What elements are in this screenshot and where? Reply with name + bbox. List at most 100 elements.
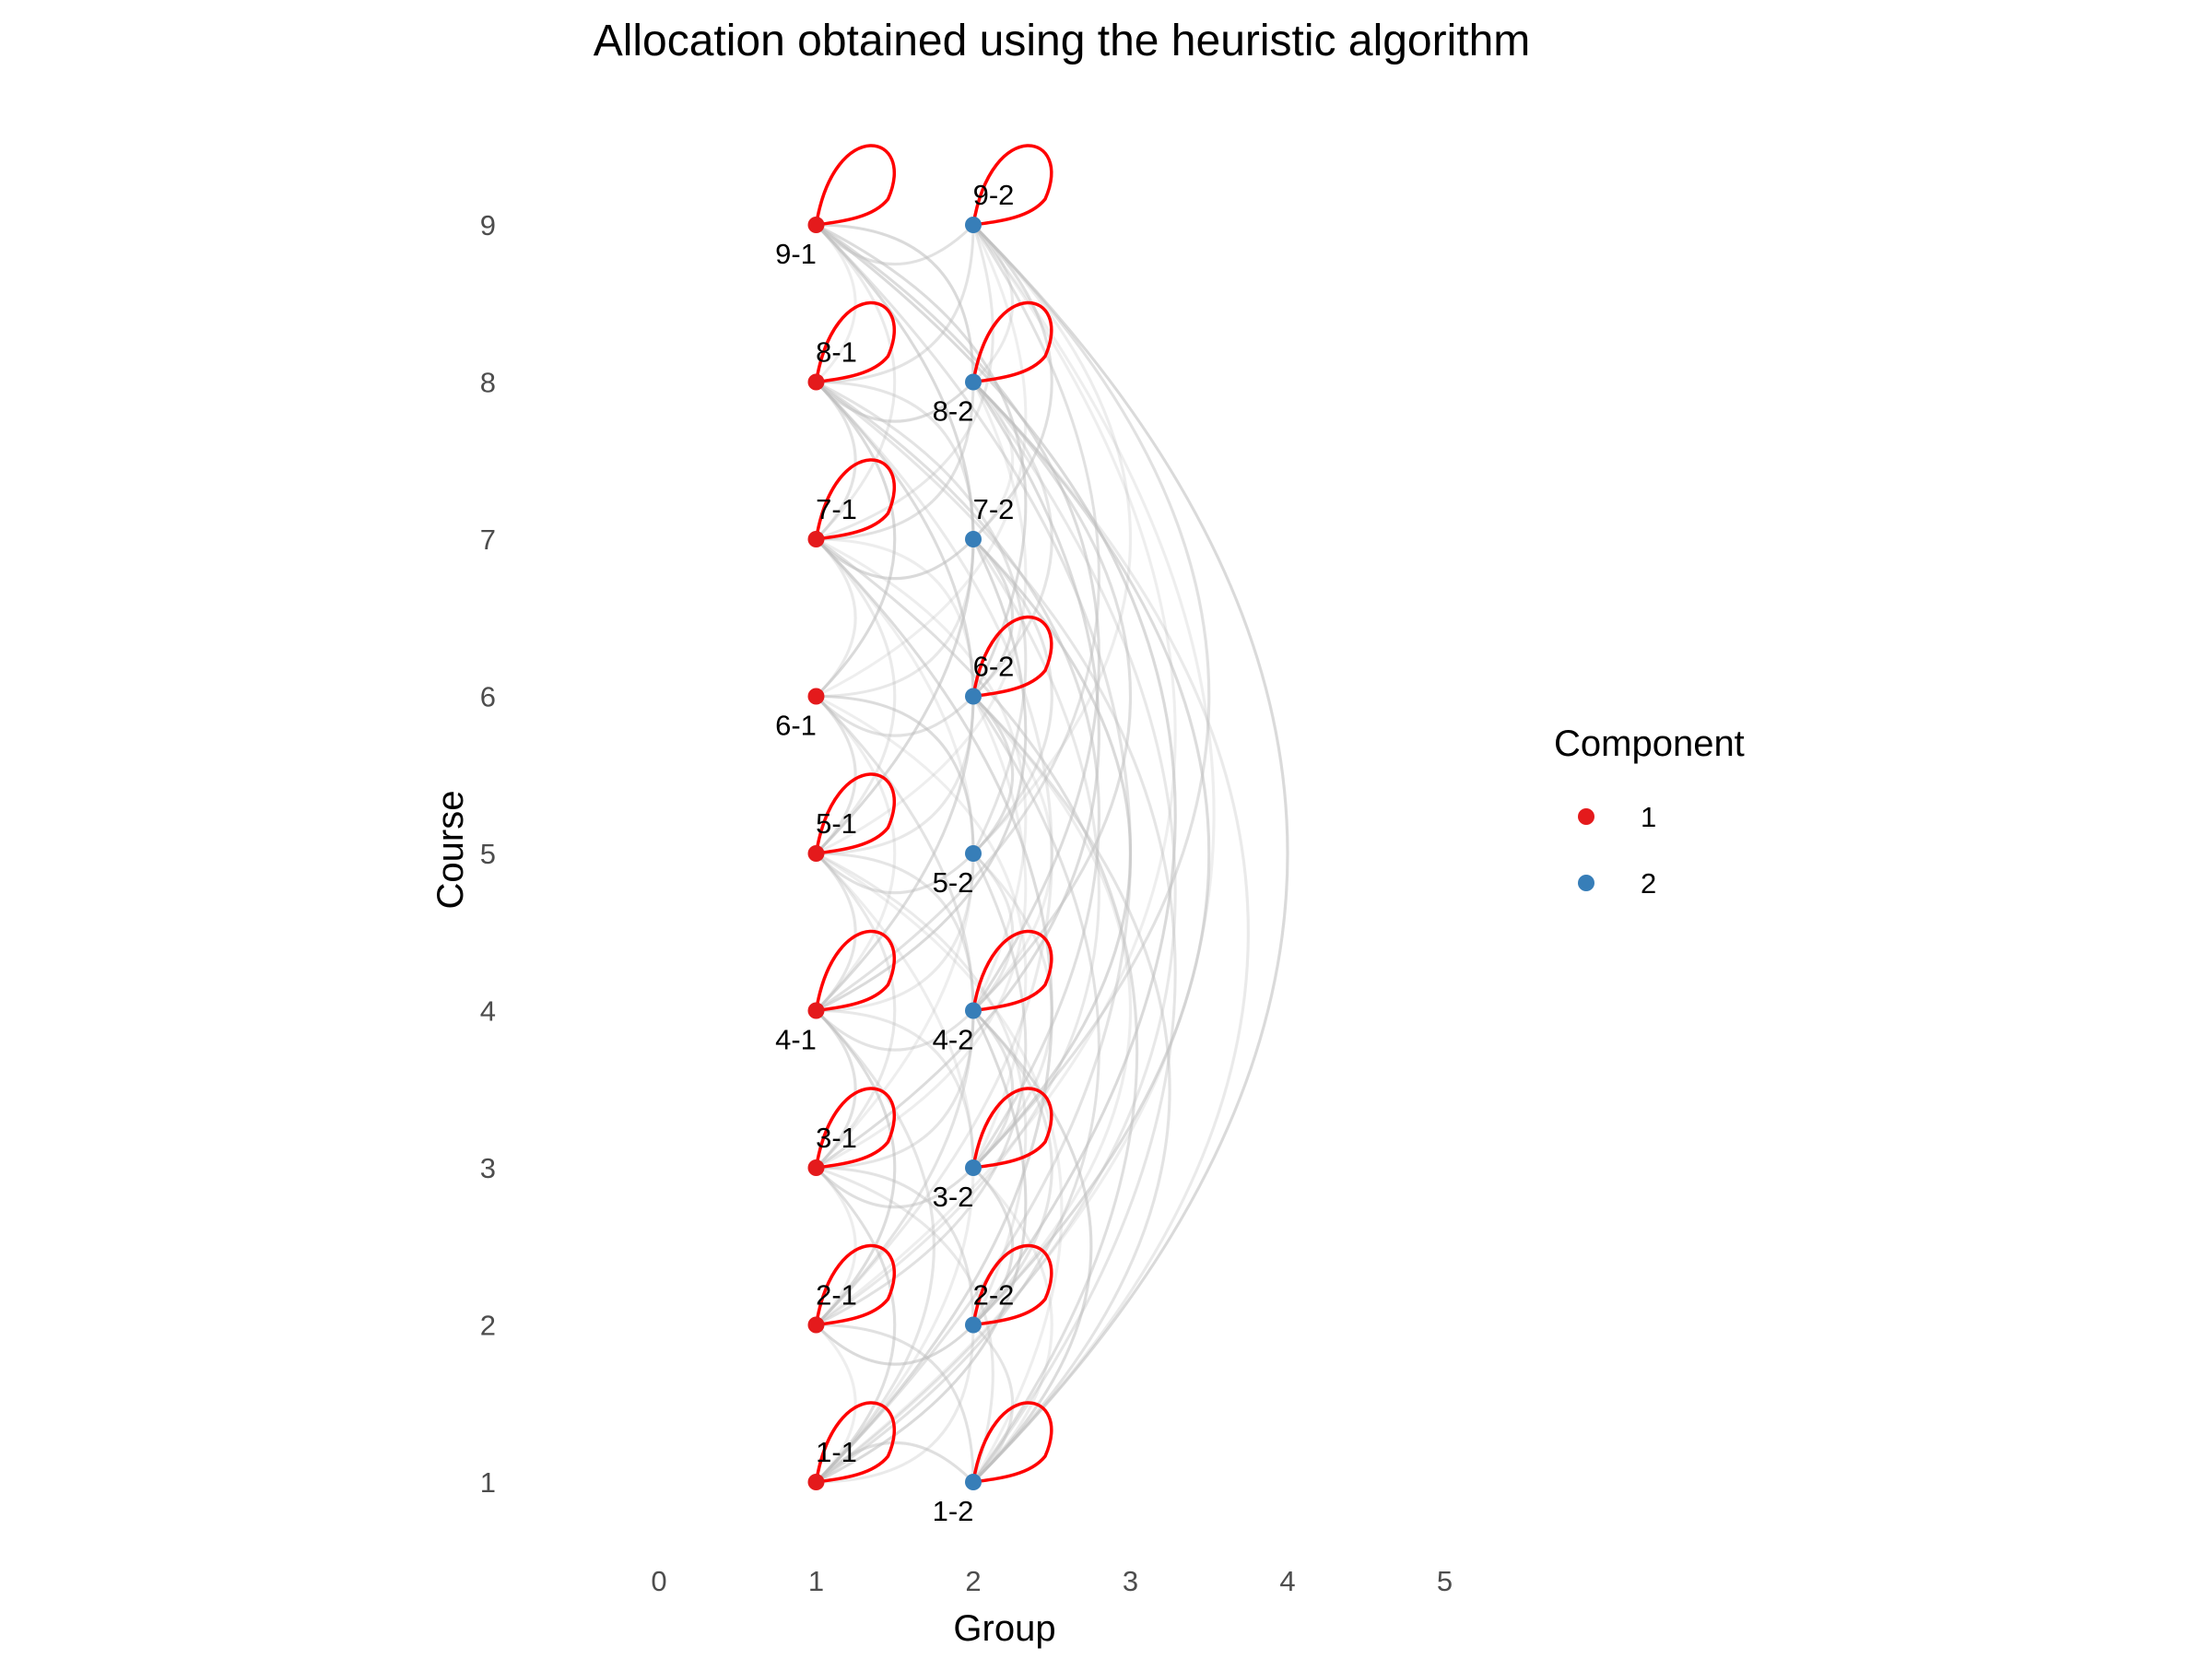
edge-4-1-9-2 bbox=[815, 224, 1100, 1012]
edge-9-1-9-2 bbox=[815, 223, 975, 265]
node-1-2 bbox=[965, 1474, 982, 1490]
edge-8-1-9-1 bbox=[815, 223, 857, 383]
self-loop-2-1 bbox=[814, 1243, 896, 1327]
node-1-1 bbox=[807, 1474, 825, 1490]
self-loop-7-1 bbox=[814, 458, 896, 541]
y-tick-label: 5 bbox=[480, 838, 496, 870]
edges-layer bbox=[815, 223, 1289, 1484]
edge-7-2-8-2 bbox=[971, 381, 1014, 541]
node-3-2 bbox=[965, 1159, 982, 1176]
node-label-9-1: 9-1 bbox=[775, 238, 817, 270]
edge-6-2-9-1 bbox=[815, 223, 1028, 698]
edge-6-1-6-2 bbox=[815, 695, 975, 737]
x-tick-label: 4 bbox=[1279, 1565, 1295, 1597]
legend-key-1 bbox=[1578, 808, 1594, 825]
self-loop-2-2 bbox=[971, 1243, 1053, 1327]
edge-5-1-5-2 bbox=[815, 852, 975, 894]
edge-1-2-3-2 bbox=[971, 1166, 1053, 1484]
x-axis-title: Group bbox=[953, 1608, 1055, 1649]
edge-5-2-7-2 bbox=[971, 537, 1053, 855]
legend-label-2: 2 bbox=[1641, 867, 1656, 900]
self-loop-5-1 bbox=[814, 772, 896, 855]
node-labels-layer: 1-1 1-2 2-1 2-2 3-1 3-2 4-1 4-2 5-1 5-2 6-1 6-2 7-1 7… bbox=[775, 179, 1014, 1527]
x-tick-label: 0 bbox=[651, 1565, 666, 1597]
edge-7-1-9-2 bbox=[816, 224, 994, 541]
node-9-2 bbox=[965, 217, 982, 233]
edge-2-2-3-1 bbox=[816, 1166, 975, 1325]
edge-2-2-6-2 bbox=[971, 695, 1132, 1326]
edge-7-1-9-1 bbox=[815, 223, 897, 541]
edge-4-2-6-2 bbox=[971, 695, 1053, 1012]
node-label-5-1: 5-1 bbox=[816, 807, 857, 840]
edge-4-2-5-2 bbox=[971, 852, 1014, 1012]
node-5-2 bbox=[965, 845, 982, 862]
node-7-2 bbox=[965, 531, 982, 547]
edge-4-2-8-2 bbox=[971, 381, 1132, 1012]
self-loop-1-1 bbox=[814, 1401, 896, 1484]
edge-4-1-6-1 bbox=[815, 695, 897, 1012]
edge-1-2-6-2 bbox=[971, 695, 1171, 1484]
y-tick-label: 8 bbox=[480, 367, 496, 399]
edge-7-1-7-2 bbox=[815, 537, 975, 580]
edge-5-1-6-2 bbox=[816, 696, 975, 855]
node-4-1 bbox=[807, 1002, 825, 1019]
y-tick-label: 7 bbox=[480, 524, 496, 556]
edge-1-2-9-2 bbox=[971, 223, 1289, 1484]
edge-2-1-9-2 bbox=[815, 224, 1177, 1326]
node-5-1 bbox=[807, 845, 825, 862]
y-axis-ticks: 1 2 3 4 5 6 7 8 9 bbox=[480, 209, 496, 1499]
node-label-8-1: 8-1 bbox=[816, 336, 857, 369]
node-label-3-1: 3-1 bbox=[816, 1122, 857, 1154]
node-2-2 bbox=[965, 1316, 982, 1334]
node-label-7-1: 7-1 bbox=[816, 493, 857, 525]
legend-key-2 bbox=[1578, 875, 1594, 891]
edge-3-1-4-2 bbox=[816, 1010, 975, 1170]
edge-2-2-3-2 bbox=[971, 1166, 1014, 1326]
node-label-4-2: 4-2 bbox=[933, 1024, 974, 1056]
edge-6-2-8-2 bbox=[971, 381, 1053, 698]
edge-5-2-9-2 bbox=[971, 223, 1132, 855]
edge-1-1-9-2 bbox=[815, 224, 1216, 1484]
edge-1-2-8-2 bbox=[971, 381, 1250, 1484]
edge-4-1-4-2 bbox=[815, 1009, 975, 1052]
node-6-2 bbox=[965, 688, 982, 705]
node-7-1 bbox=[807, 531, 825, 547]
legend-title: Component bbox=[1554, 724, 1745, 764]
y-tick-label: 6 bbox=[480, 681, 496, 713]
y-tick-label: 1 bbox=[480, 1466, 496, 1499]
y-tick-label: 3 bbox=[480, 1152, 496, 1184]
self-loop-9-1 bbox=[814, 144, 896, 227]
self-loop-3-2 bbox=[971, 1087, 1053, 1170]
edge-1-1-3-1 bbox=[815, 1166, 897, 1484]
node-label-8-2: 8-2 bbox=[933, 395, 974, 428]
edge-5-1-7-1 bbox=[815, 537, 897, 855]
self-loop-6-2 bbox=[971, 615, 1053, 699]
edge-8-1-9-2 bbox=[816, 224, 975, 383]
node-label-4-1: 4-1 bbox=[775, 1024, 817, 1056]
edge-3-2-5-2 bbox=[971, 852, 1053, 1170]
legend: Component 1 2 bbox=[1554, 724, 1745, 900]
edge-3-2-4-1 bbox=[816, 1009, 975, 1169]
edge-1-1-4-1 bbox=[815, 1009, 935, 1484]
edge-8-1-8-2 bbox=[815, 381, 975, 423]
edge-3-1-5-1 bbox=[815, 852, 897, 1170]
node-label-1-1: 1-1 bbox=[816, 1436, 857, 1468]
edge-6-2-7-2 bbox=[971, 537, 1014, 698]
x-tick-label: 3 bbox=[1123, 1565, 1138, 1597]
self-loop-4-2 bbox=[971, 929, 1053, 1013]
edge-3-1-8-2 bbox=[815, 381, 1100, 1170]
self-loop-1-2 bbox=[971, 1401, 1053, 1484]
edge-5-2-6-1 bbox=[816, 695, 975, 854]
node-9-1 bbox=[807, 217, 825, 233]
edge-2-1-8-1 bbox=[815, 381, 1053, 1326]
edge-1-2-3-1 bbox=[816, 1166, 994, 1483]
y-tick-label: 9 bbox=[480, 209, 496, 241]
edge-7-2-8-1 bbox=[816, 381, 975, 540]
edge-5-2-6-2 bbox=[971, 695, 1014, 855]
node-label-7-2: 7-2 bbox=[973, 493, 1015, 525]
node-label-5-2: 5-2 bbox=[933, 866, 974, 899]
edge-2-2-9-1 bbox=[815, 223, 1177, 1326]
x-tick-label: 2 bbox=[965, 1565, 981, 1597]
y-axis-title: Course bbox=[430, 791, 471, 910]
